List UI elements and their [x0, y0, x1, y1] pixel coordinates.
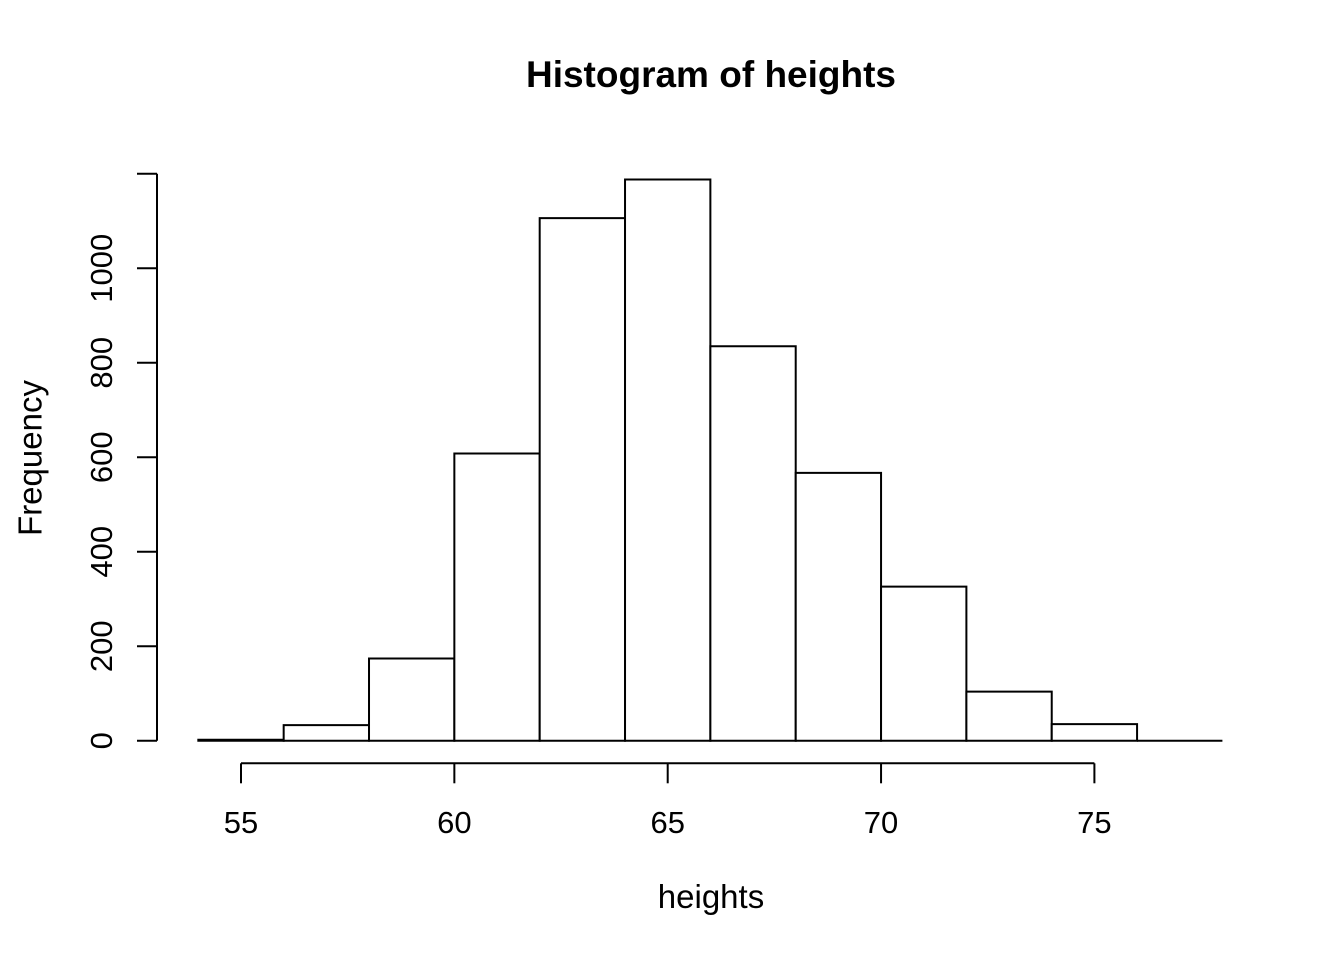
x-tick-label: 75 [1077, 805, 1111, 840]
histogram-bar [624, 178, 712, 742]
histogram-bar [1050, 723, 1139, 742]
histogram-bar [794, 471, 883, 742]
histogram-bar [965, 690, 1053, 742]
y-tick-label: 0 [84, 732, 119, 749]
histogram-bar [453, 452, 541, 742]
histogram-bar [197, 738, 285, 742]
x-tick-label: 60 [437, 805, 471, 840]
y-tick-label: 1000 [84, 234, 119, 303]
histogram-bar [538, 217, 627, 742]
x-tick-label: 55 [224, 805, 258, 840]
x-axis-label: heights [657, 878, 765, 915]
histogram-bar [368, 657, 456, 742]
x-tick-label: 65 [650, 805, 684, 840]
x-tick-label: 70 [864, 805, 898, 840]
y-tick-label: 600 [84, 431, 119, 483]
histogram-bar [709, 345, 797, 742]
y-tick-label: 200 [84, 620, 119, 672]
histogram-bar [880, 585, 968, 742]
y-tick-label: 400 [84, 526, 119, 578]
y-tick-label: 800 [84, 337, 119, 389]
histogram-bar [282, 724, 371, 742]
chart-title: Histogram of heights [525, 54, 897, 95]
